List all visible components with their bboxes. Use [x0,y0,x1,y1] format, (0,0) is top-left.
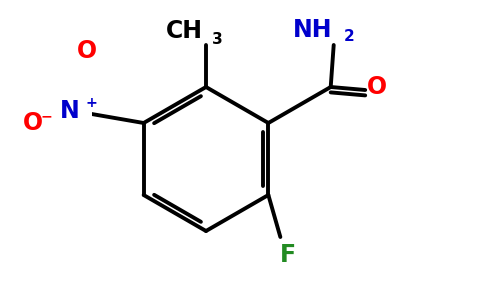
Text: CH: CH [166,20,203,44]
Text: +: + [86,96,98,110]
Text: O: O [23,111,44,135]
Text: O: O [77,39,97,63]
Text: 2: 2 [344,29,355,44]
Text: 3: 3 [212,32,223,46]
Text: −: − [41,110,53,124]
Text: F: F [280,243,296,267]
Text: O: O [367,75,387,99]
Text: NH: NH [293,18,332,42]
Text: N: N [60,99,80,123]
